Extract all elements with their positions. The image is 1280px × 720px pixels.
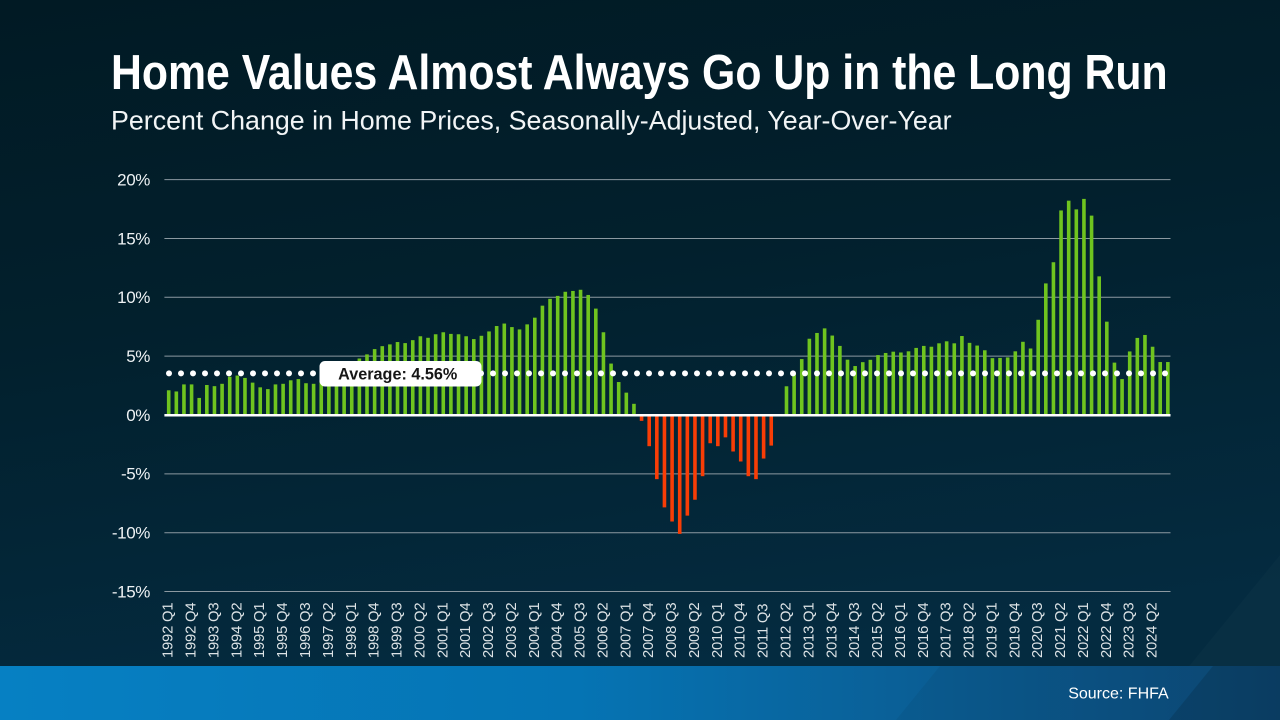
svg-text:2010 Q4: 2010 Q4 (733, 603, 749, 658)
svg-text:1997 Q2: 1997 Q2 (321, 603, 337, 658)
svg-text:2013 Q4: 2013 Q4 (824, 603, 840, 658)
svg-text:2016 Q1: 2016 Q1 (893, 603, 909, 658)
svg-text:2017 Q3: 2017 Q3 (939, 603, 955, 658)
svg-text:-10%: -10% (112, 524, 150, 543)
svg-text:2005 Q3: 2005 Q3 (573, 603, 589, 658)
svg-text:2013 Q1: 2013 Q1 (801, 603, 817, 658)
svg-text:1999 Q3: 1999 Q3 (390, 603, 406, 658)
svg-text:2007 Q1: 2007 Q1 (618, 603, 634, 658)
svg-text:2006 Q2: 2006 Q2 (595, 603, 611, 658)
svg-text:1996 Q3: 1996 Q3 (298, 603, 314, 658)
svg-text:1998 Q4: 1998 Q4 (367, 603, 383, 658)
svg-text:2018 Q2: 2018 Q2 (962, 603, 978, 658)
svg-text:2004 Q1: 2004 Q1 (527, 603, 543, 658)
svg-text:2015 Q2: 2015 Q2 (870, 603, 886, 658)
svg-text:1995 Q4: 1995 Q4 (275, 603, 291, 658)
svg-text:2010 Q1: 2010 Q1 (710, 603, 726, 658)
svg-text:10%: 10% (117, 288, 150, 307)
svg-text:2004 Q4: 2004 Q4 (550, 603, 566, 658)
svg-text:1992 Q4: 1992 Q4 (184, 603, 200, 658)
svg-text:1993 Q3: 1993 Q3 (206, 603, 222, 658)
svg-text:2022 Q1: 2022 Q1 (1076, 603, 1092, 658)
svg-text:2019 Q1: 2019 Q1 (984, 603, 1000, 658)
svg-text:2003 Q2: 2003 Q2 (504, 603, 520, 658)
svg-text:2002 Q3: 2002 Q3 (481, 603, 497, 658)
svg-text:2019 Q4: 2019 Q4 (1007, 603, 1023, 658)
svg-text:2022 Q4: 2022 Q4 (1099, 603, 1115, 658)
svg-text:1995 Q1: 1995 Q1 (252, 603, 268, 658)
svg-text:2024 Q2: 2024 Q2 (1145, 603, 1161, 658)
svg-text:Average: 4.56%: Average: 4.56% (338, 365, 457, 383)
svg-text:2020 Q3: 2020 Q3 (1030, 603, 1046, 658)
svg-text:-15%: -15% (112, 582, 150, 601)
svg-text:2008 Q3: 2008 Q3 (664, 603, 680, 658)
svg-text:1994 Q2: 1994 Q2 (229, 603, 245, 658)
svg-text:2016 Q4: 2016 Q4 (916, 603, 932, 658)
svg-text:20%: 20% (117, 170, 150, 189)
svg-text:5%: 5% (126, 347, 150, 366)
svg-text:Percent Change in Home Prices,: Percent Change in Home Prices, Seasonall… (111, 106, 952, 136)
svg-text:2000 Q2: 2000 Q2 (412, 603, 428, 658)
svg-text:2001 Q4: 2001 Q4 (458, 603, 474, 658)
svg-text:Home Values Almost Always Go U: Home Values Almost Always Go Up in the L… (111, 44, 1168, 99)
svg-text:15%: 15% (117, 229, 150, 248)
svg-text:2012 Q2: 2012 Q2 (778, 603, 794, 658)
svg-text:2014 Q3: 2014 Q3 (847, 603, 863, 658)
svg-text:-5%: -5% (121, 465, 150, 484)
svg-text:2007 Q4: 2007 Q4 (641, 603, 657, 658)
svg-text:2023 Q3: 2023 Q3 (1122, 603, 1138, 658)
svg-text:Source: FHFA: Source: FHFA (1068, 686, 1169, 703)
svg-text:2001 Q1: 2001 Q1 (435, 603, 451, 658)
svg-text:0%: 0% (126, 406, 150, 425)
svg-text:2021 Q2: 2021 Q2 (1053, 603, 1069, 658)
svg-text:2009 Q2: 2009 Q2 (687, 603, 703, 658)
svg-text:2011 Q3: 2011 Q3 (756, 604, 772, 658)
svg-text:1998 Q1: 1998 Q1 (344, 603, 360, 658)
svg-text:1992 Q1: 1992 Q1 (161, 603, 177, 658)
